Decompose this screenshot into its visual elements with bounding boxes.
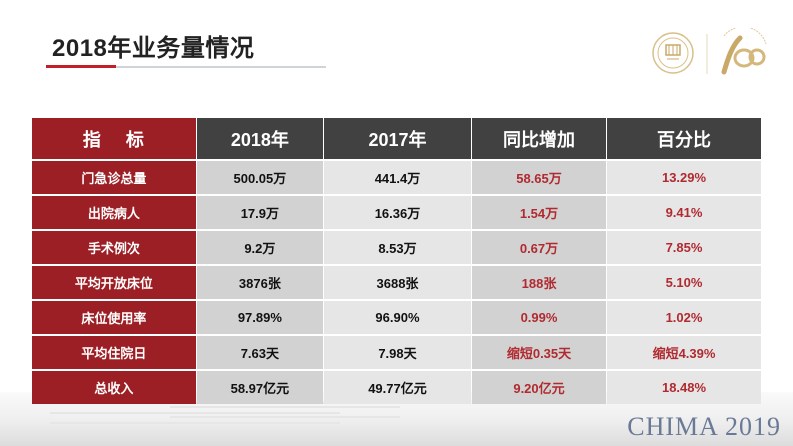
title-underline-accent xyxy=(46,65,116,68)
row-label: 床位使用率 xyxy=(32,301,196,334)
value-2018: 97.89% xyxy=(196,301,323,334)
value-2018: 58.97亿元 xyxy=(196,371,323,404)
value-increase: 1.54万 xyxy=(471,196,607,229)
value-2017: 7.98天 xyxy=(323,336,471,369)
value-2017: 96.90% xyxy=(323,301,471,334)
value-2018: 500.05万 xyxy=(196,161,323,194)
business-volume-table: 指 标 2018年 2017年 同比增加 百分比 门急诊总量 500.05万 4… xyxy=(31,116,762,406)
value-2018: 3876张 xyxy=(196,266,323,299)
table-row: 平均住院日 7.63天 7.98天 缩短0.35天 缩短4.39% xyxy=(32,336,761,369)
value-2017: 16.36万 xyxy=(323,196,471,229)
value-percent: 缩短4.39% xyxy=(607,336,761,369)
value-2017: 3688张 xyxy=(323,266,471,299)
row-label: 门急诊总量 xyxy=(32,161,196,194)
value-2018: 17.9万 xyxy=(196,196,323,229)
table-row: 出院病人 17.9万 16.36万 1.54万 9.41% xyxy=(32,196,761,229)
value-2018: 9.2万 xyxy=(196,231,323,264)
title-underline xyxy=(116,66,326,68)
value-increase: 9.20亿元 xyxy=(471,371,607,404)
header-2017: 2017年 xyxy=(323,118,471,159)
value-increase: 0.99% xyxy=(471,301,607,334)
logo-group xyxy=(650,28,770,78)
value-increase: 缩短0.35天 xyxy=(471,336,607,369)
table-row: 平均开放床位 3876张 3688张 188张 5.10% xyxy=(32,266,761,299)
value-percent: 13.29% xyxy=(607,161,761,194)
row-label: 平均开放床位 xyxy=(32,266,196,299)
row-label: 总收入 xyxy=(32,371,196,404)
value-increase: 188张 xyxy=(471,266,607,299)
table-row: 手术例次 9.2万 8.53万 0.67万 7.85% xyxy=(32,231,761,264)
value-percent: 1.02% xyxy=(607,301,761,334)
value-increase: 0.67万 xyxy=(471,231,607,264)
value-percent: 5.10% xyxy=(607,266,761,299)
footer-brand-text: CHIMA 2019 xyxy=(627,412,781,441)
header-percentage: 百分比 xyxy=(607,118,761,159)
row-label: 出院病人 xyxy=(32,196,196,229)
value-increase: 58.65万 xyxy=(471,161,607,194)
row-label: 手术例次 xyxy=(32,231,196,264)
table-row: 门急诊总量 500.05万 441.4万 58.65万 13.29% xyxy=(32,161,761,194)
value-2017: 49.77亿元 xyxy=(323,371,471,404)
page-title: 2018年业务量情况 xyxy=(52,35,255,62)
table-row: 床位使用率 97.89% 96.90% 0.99% 1.02% xyxy=(32,301,761,334)
header-2018: 2018年 xyxy=(196,118,323,159)
header-yoy-increase: 同比增加 xyxy=(471,118,607,159)
hospital-seal-logo-icon xyxy=(652,32,708,74)
value-percent: 18.48% xyxy=(607,371,761,404)
value-2017: 8.53万 xyxy=(323,231,471,264)
anniversary-100-logo-icon xyxy=(721,28,767,75)
value-percent: 7.85% xyxy=(607,231,761,264)
header-indicator: 指 标 xyxy=(32,118,196,159)
value-percent: 9.41% xyxy=(607,196,761,229)
value-2017: 441.4万 xyxy=(323,161,471,194)
value-2018: 7.63天 xyxy=(196,336,323,369)
table-row: 总收入 58.97亿元 49.77亿元 9.20亿元 18.48% xyxy=(32,371,761,404)
table-header-row: 指 标 2018年 2017年 同比增加 百分比 xyxy=(32,118,761,159)
row-label: 平均住院日 xyxy=(32,336,196,369)
